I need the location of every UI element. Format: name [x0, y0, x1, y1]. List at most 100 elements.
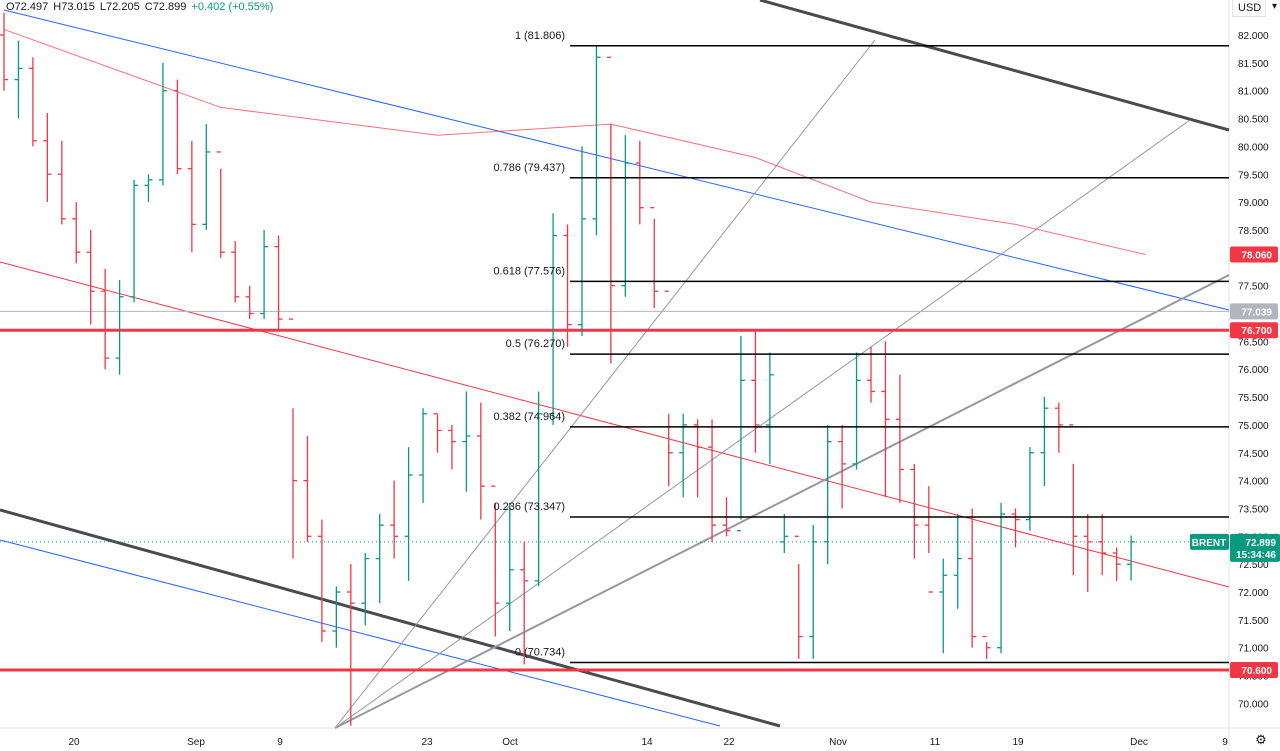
ohlc-bar — [86, 229, 95, 325]
symbol-badge — [1190, 533, 1229, 550]
price-tick-label: 72.000 — [1238, 588, 1269, 599]
trendline-blue-upper — [3, 9, 1230, 311]
ohlc-bar — [809, 525, 818, 659]
ohlc-bar — [101, 268, 110, 370]
ohlc-bar — [881, 341, 890, 498]
channel-line-upper — [759, 0, 1230, 132]
price-tick-label: 81.000 — [1238, 87, 1269, 98]
ohlc-bar — [823, 424, 832, 565]
ohlc-bar — [303, 436, 312, 542]
ohlc-bar — [693, 419, 702, 498]
ohlc-bar — [578, 146, 586, 336]
ohlc-bar — [1069, 424, 1078, 576]
time-tick-label: Nov — [829, 737, 847, 748]
price-tick-label: 77.500 — [1238, 282, 1269, 293]
ohlc-bar — [404, 447, 413, 581]
legend-low: L72.205 — [99, 1, 140, 13]
ohlc-bar — [679, 413, 688, 498]
ohlc-bar — [1098, 514, 1107, 576]
ohlc-bar — [375, 514, 384, 604]
moving-average-line — [3, 28, 1146, 255]
countdown-timer: 15:34:46 — [1236, 550, 1276, 561]
ohlc-bar — [1054, 402, 1063, 453]
price-tick-label: 74.000 — [1238, 477, 1269, 488]
ohlc-bar — [751, 330, 760, 453]
ohlc-bar — [245, 285, 254, 320]
legend-high: H73.015 — [53, 1, 95, 13]
trendline-red — [0, 261, 1230, 588]
ohlc-bar — [606, 56, 615, 364]
price-tick-label: 72.500 — [1238, 560, 1269, 571]
price-badge — [1230, 303, 1278, 320]
ohlc-bar — [0, 12, 8, 91]
ohlc-bar — [664, 290, 673, 487]
time-tick-label: 22 — [723, 737, 735, 748]
price-tick-label: 80.000 — [1238, 142, 1269, 153]
channel-line-lower — [0, 508, 781, 728]
ohlc-bar — [1040, 397, 1049, 487]
gear-icon[interactable]: ⚙ — [1255, 732, 1267, 747]
price-tick-label: 76.000 — [1238, 365, 1269, 376]
ohlc-bar — [852, 352, 861, 470]
ohlc-bar — [231, 241, 240, 303]
ohlc-bar — [447, 424, 456, 470]
ohlc-bar — [736, 335, 745, 532]
ohlc-bar — [462, 391, 471, 492]
ohlc-bar — [621, 135, 630, 297]
ohlc-bar — [838, 424, 847, 509]
ohlc-bar — [28, 57, 37, 147]
legend-open: O72.497 — [6, 1, 49, 13]
price-tick-label: 79.500 — [1238, 170, 1269, 181]
trendline-gray-3 — [334, 274, 1230, 729]
ohlc-bar — [202, 124, 211, 230]
ohlc-bars — [0, 12, 1136, 726]
fib-level-label: 0.382 (74.964) — [493, 411, 565, 423]
fib-level-label: 1 (81.806) — [515, 30, 565, 42]
fib-level-label: 0.236 (73.347) — [493, 501, 565, 513]
chevron-down-icon[interactable]: ▾ — [1272, 1, 1278, 12]
price-tick-label: 81.500 — [1238, 59, 1269, 70]
ohlc-bar — [187, 140, 196, 253]
ohlc-bar — [419, 408, 428, 503]
fib-level-label: 0.5 (76.270) — [506, 338, 565, 350]
legend-change: +0.402 (+0.55%) — [191, 1, 274, 13]
ohlc-bar — [780, 514, 789, 554]
time-tick-label: 20 — [68, 737, 80, 748]
ohlc-bar — [390, 480, 399, 559]
price-badge — [1230, 322, 1278, 339]
ohlc-bar — [1127, 535, 1136, 581]
time-tick-label: 9 — [1222, 737, 1228, 748]
price-tick-label: 79.000 — [1238, 198, 1269, 209]
ohlc-bar — [563, 224, 572, 347]
ohlc-bar — [476, 402, 485, 520]
time-tick-label: 14 — [641, 737, 653, 748]
ohlc-bar — [520, 541, 529, 665]
ohlc-bar — [173, 79, 182, 175]
symbol-label: BRENT — [1192, 538, 1226, 549]
ohlc-bar — [534, 391, 543, 587]
ohlc-bar — [910, 463, 919, 559]
trendline-gray-2 — [334, 119, 1191, 729]
ohlc-bar — [260, 229, 269, 320]
ohlc-bar — [43, 112, 52, 203]
ohlc-bar — [433, 413, 442, 453]
ohlc-bar — [549, 213, 558, 425]
price-axis: 82.000 81.500 81.000 80.500 80.000 79.500 79.0… — [1238, 31, 1269, 710]
ohlc-bar — [72, 202, 81, 264]
time-axis: 20 Sep 9 23 Oct 14 22 Nov 11 19 Dec 9 — [68, 737, 1228, 748]
last-price-value: 72.899 — [1245, 538, 1276, 549]
ohlc-bar — [1083, 514, 1092, 592]
price-tick-label: 80.500 — [1238, 115, 1269, 126]
ohlc-bar — [57, 140, 66, 225]
ohlc-bar — [317, 519, 326, 643]
ohlc-bar — [289, 318, 297, 559]
ohlc-bar — [361, 553, 370, 626]
ohlc-bar — [924, 486, 933, 593]
ohlc-legend: O72.497 H73.015 L72.205 C72.899 +0.402 (… — [6, 1, 275, 13]
currency-button[interactable]: USD — [1232, 0, 1266, 17]
price-badge-label: 77.039 — [1241, 307, 1272, 318]
ohlc-bar — [144, 174, 153, 203]
